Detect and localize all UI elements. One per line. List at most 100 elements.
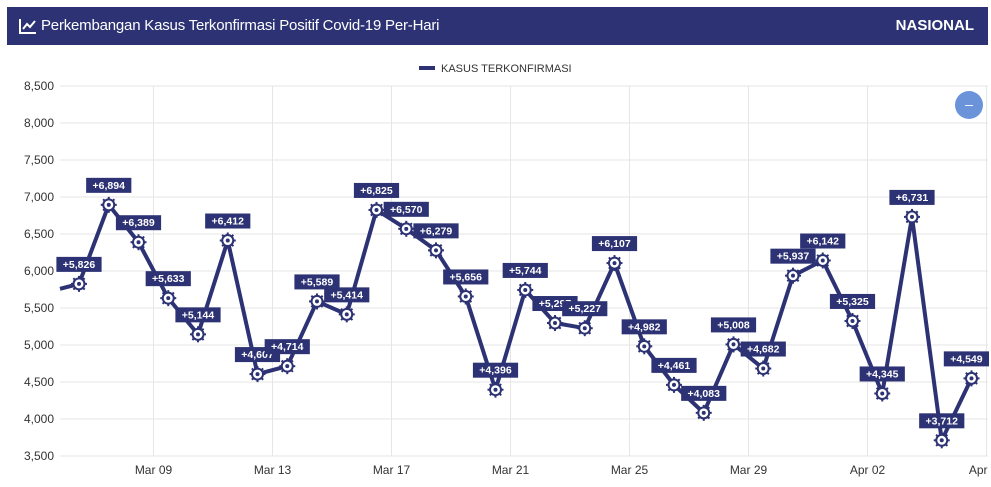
data-label-box [324,287,370,303]
data-label-box [264,339,310,355]
data-label-box [443,269,489,285]
data-label: +6,570 [390,204,423,216]
y-tick-label: 7,500 [24,153,54,167]
data-label: +4,461 [658,360,691,372]
data-label-box [829,293,876,309]
data-point-virus-icon[interactable] [785,267,801,284]
data-point-virus-icon[interactable] [606,255,623,272]
data-label-box [859,366,905,382]
data-label: +5,633 [152,273,185,285]
data-point-virus-icon[interactable] [338,306,355,323]
legend-label: KASUS TERKONFIRMASI [441,63,572,75]
y-tick-label: 6,500 [24,227,54,241]
y-tick-label: 5,000 [24,338,54,352]
x-tick-label: Mar 21 [492,463,530,477]
data-label: +5,414 [331,289,364,301]
data-label: +4,682 [747,344,780,356]
data-label-box [86,177,132,193]
data-label: +5,325 [836,296,869,308]
data-label-box [56,256,102,272]
data-label-box [740,341,786,357]
data-label-box [681,385,727,401]
data-label-box [800,233,846,249]
data-label-box [353,182,400,198]
data-label: +5,744 [509,265,542,277]
data-point-virus-icon[interactable] [666,376,682,393]
data-label: +4,396 [479,365,512,377]
data-point-virus-icon[interactable] [249,366,266,383]
x-tick-label: Mar 29 [730,463,768,477]
data-point-virus-icon[interactable] [695,404,712,421]
data-point-virus-icon[interactable] [160,290,177,307]
data-label: +6,279 [420,225,453,237]
data-label-box [591,236,638,252]
data-label-box [413,223,459,239]
x-tick-label: Mar 25 [611,463,649,477]
data-point-virus-icon[interactable] [368,201,385,218]
data-label-box [651,357,697,373]
data-label: +5,008 [717,319,750,331]
data-point-virus-icon[interactable] [309,293,325,310]
data-point-virus-icon[interactable] [71,275,87,292]
data-label-box [919,413,965,429]
data-point-virus-icon[interactable] [636,338,653,355]
data-label: +4,345 [866,368,899,380]
data-point-virus-icon[interactable] [130,234,147,251]
data-label: +6,825 [360,185,393,197]
data-label-box [502,262,548,278]
zoom-out-button[interactable]: – [955,91,983,119]
data-label: +4,982 [628,321,661,333]
data-label: +5,937 [777,251,810,263]
data-point-virus-icon[interactable] [547,315,563,332]
data-point-virus-icon[interactable] [933,432,950,449]
y-tick-label: 8,000 [24,116,54,130]
y-tick-label: 6,000 [24,264,54,278]
data-label-box [205,213,251,229]
data-point-virus-icon[interactable] [517,281,534,298]
data-point-virus-icon[interactable] [904,208,920,225]
y-tick-label: 8,500 [24,79,54,93]
line-chart-icon [19,19,36,34]
data-point-virus-icon[interactable] [457,288,474,305]
data-label: +6,412 [212,216,245,228]
data-label: +4,714 [271,341,304,353]
data-label: +6,107 [598,238,631,250]
data-point-virus-icon[interactable] [725,336,742,353]
data-label: +5,227 [569,303,602,315]
data-point-virus-icon[interactable] [874,385,891,402]
data-point-virus-icon[interactable] [963,370,980,387]
data-label: +6,389 [122,217,155,229]
data-point-virus-icon[interactable] [755,360,772,377]
data-label-box [145,271,191,287]
data-label: +4,549 [950,353,983,365]
data-label-box [621,319,667,335]
data-label: +6,142 [807,235,840,247]
data-label: +5,589 [301,276,334,288]
data-point-virus-icon[interactable] [844,312,861,329]
data-label: +5,826 [63,259,96,271]
data-label: +3,712 [926,415,959,427]
data-label-box [562,301,608,317]
data-label-box [294,274,340,290]
data-point-virus-icon[interactable] [100,196,117,213]
data-point-virus-icon[interactable] [279,358,296,375]
x-tick-label: Apr 02 [850,463,886,477]
data-label: +5,656 [450,271,483,283]
x-tick-label: Apr 06 [969,463,991,477]
data-point-virus-icon[interactable] [398,220,415,237]
data-point-virus-icon[interactable] [428,242,444,259]
data-point-virus-icon[interactable] [487,381,504,398]
data-point-virus-icon[interactable] [576,320,593,337]
line-chart: 3,500 4,000 4,500 5,000 5,500 6,000 6,500 7,000… [24,63,991,477]
data-point-virus-icon[interactable] [219,232,236,249]
y-tick-label: 4,500 [24,375,54,389]
y-tick-label: 5,500 [24,301,54,315]
x-tick-label: Mar 13 [254,463,292,477]
data-point-virus-icon[interactable] [814,252,831,269]
data-label-box [175,307,221,323]
legend-swatch [419,66,435,70]
data-label: +6,894 [93,180,126,192]
data-label: +5,144 [182,309,215,321]
data-label-box [770,248,816,264]
data-point-virus-icon[interactable] [190,326,206,343]
